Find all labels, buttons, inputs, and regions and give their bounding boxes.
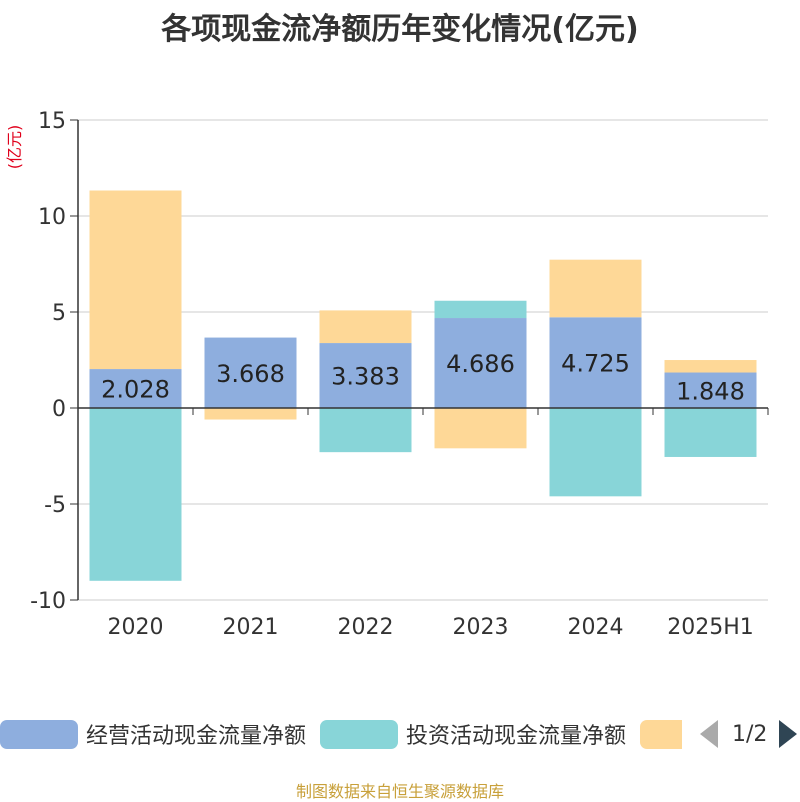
cash-flow-chart: 15 10 5 0 -5 -10 (亿元) 2.028 3.668 3.383 4.686 4.725… [5,109,769,640]
legend-swatch-financing [640,719,682,749]
y-axis-label: (亿元) [5,125,24,170]
y-tick-label: -5 [44,493,66,518]
legend: 经营活动现金流量净额 投资活动现金流量净额 [0,716,800,752]
bar-investing [549,408,642,497]
bar-financing [434,408,527,449]
chevron-left-icon[interactable] [700,720,718,748]
y-tick-label: 15 [38,109,66,134]
x-tick-label: 2022 [338,615,394,640]
legend-swatch-operating [0,719,78,749]
x-tick-label: 2023 [453,615,509,640]
bar-financing [549,259,642,318]
y-tick-label: 5 [52,301,66,326]
legend-item-investing[interactable]: 投资活动现金流量净额 [320,716,626,752]
x-tick-label: 2021 [223,615,279,640]
bar-operating [204,337,297,408]
legend-swatch-investing [320,719,398,749]
y-tick-label: -10 [30,589,66,614]
data-source: 制图数据来自恒生聚源数据库 [295,782,504,801]
chart-title: 各项现金流净额历年变化情况(亿元) [161,12,639,47]
bar-operating [319,343,412,408]
bar-financing [664,360,757,373]
bar-operating [89,369,182,408]
bar-investing [89,408,182,581]
legend-label-investing: 投资活动现金流量净额 [406,724,627,749]
y-tick-label: 10 [38,205,66,230]
bar-investing [319,408,412,453]
x-tick-label: 2020 [108,615,164,640]
data-label: 3.668 [216,360,285,388]
legend-page-indicator: 1/2 [732,721,768,747]
bar-financing [319,310,412,344]
bar-investing [664,408,757,457]
bar-investing [434,300,527,319]
data-label: 3.383 [331,363,400,391]
y-tick-label: 0 [52,397,66,422]
legend-item-financing[interactable] [640,716,682,752]
data-label: 4.686 [446,350,515,378]
x-tick-label: 2025H1 [667,615,754,640]
chevron-right-icon[interactable] [779,720,798,748]
data-label: 2.028 [101,376,170,404]
data-label: 1.848 [676,377,745,405]
legend-label-operating: 经营活动现金流量净额 [86,724,307,749]
data-label: 4.725 [561,350,630,378]
bar-operating [434,318,527,408]
x-tick-label: 2024 [568,615,624,640]
bar-financing [89,190,182,370]
legend-item-operating[interactable]: 经营活动现金流量净额 [0,716,306,752]
bar-operating [549,317,642,408]
bar-financing [204,408,297,420]
bar-operating [664,372,757,408]
legend-pager: 1/2 [700,716,798,752]
